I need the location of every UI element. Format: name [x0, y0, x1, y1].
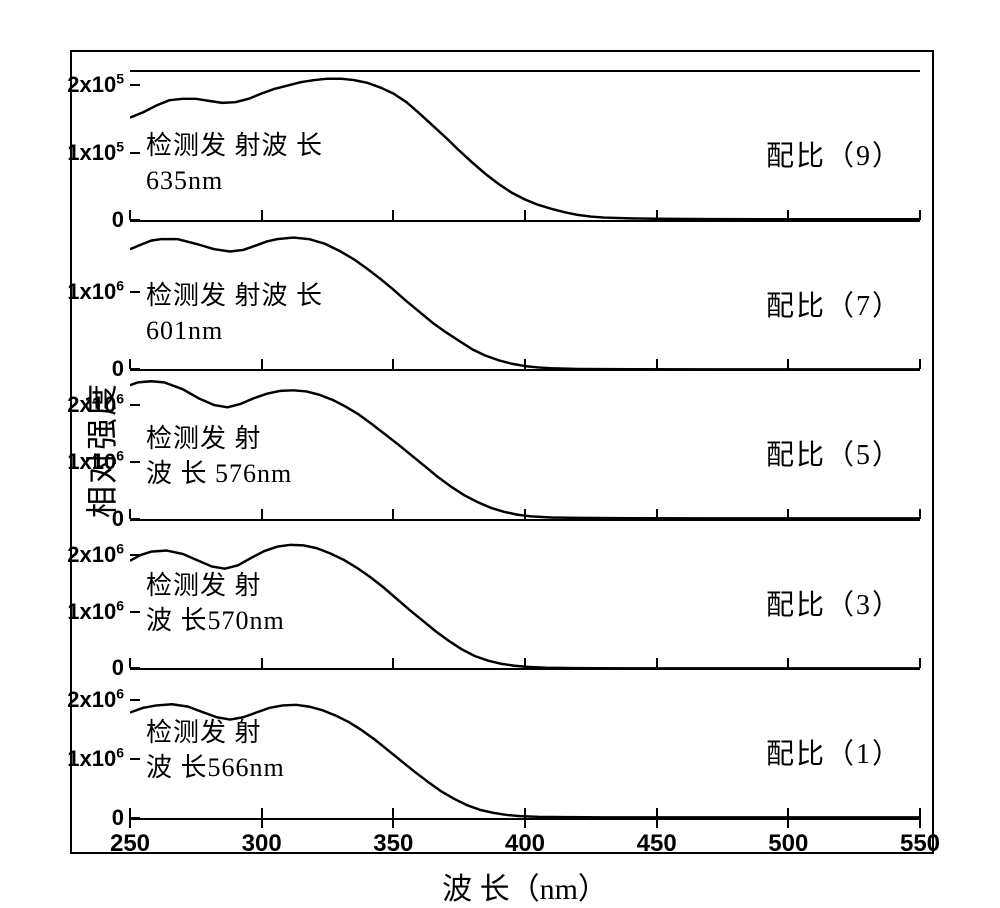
x-tick-label: 350: [373, 830, 413, 858]
y-tick-label: 1x106: [67, 599, 124, 625]
y-tick-label: 0: [112, 207, 124, 233]
x-axis-title: 波 长（nm）: [442, 864, 608, 908]
y-tick-label: 1x106: [67, 279, 124, 305]
chart-panel: 01x106检测发 射波 长 601nm配比（7）: [130, 222, 920, 372]
detection-wavelength-label: 检测发 射波 长 601nm: [146, 278, 323, 348]
chart-panel: 01x1062x106检测发 射 波 长 576nm配比（5）: [130, 371, 920, 521]
y-tick-label: 0: [112, 655, 124, 681]
y-tick-label: 0: [112, 805, 124, 831]
detection-wavelength-label: 检测发 射 波 长566nm: [146, 715, 285, 785]
y-tick-label: 0: [112, 356, 124, 382]
x-tick-label: 300: [242, 830, 282, 858]
ratio-label: 配比（1）: [766, 732, 902, 772]
chart-panel: 01x1062x106检测发 射 波 长570nm配比（3）: [130, 521, 920, 671]
detection-wavelength-label: 检测发 射波 长 635nm: [146, 128, 323, 198]
x-tick-label: 250: [110, 830, 150, 858]
panel-stack: 01x1052x105检测发 射波 长 635nm配比（9）01x106检测发 …: [130, 70, 920, 820]
x-tick-label: 400: [505, 830, 545, 858]
x-tick-label: 500: [768, 830, 808, 858]
x-tick-mark: [524, 818, 526, 828]
x-tick-mark: [129, 818, 131, 828]
y-tick-label: 2x105: [67, 72, 124, 98]
x-tick-label: 550: [900, 830, 940, 858]
y-tick-label: 2x106: [67, 542, 124, 568]
x-tick-mark: [787, 818, 789, 828]
y-tick-label: 2x106: [67, 687, 124, 713]
ratio-label: 配比（9）: [766, 134, 902, 174]
y-tick-label: 1x106: [67, 449, 124, 475]
y-tick-label: 1x105: [67, 140, 124, 166]
figure: 相对强度 01x1052x105检测发 射波 长 635nm配比（9）01x10…: [0, 0, 1000, 900]
ratio-label: 配比（3）: [766, 583, 902, 623]
chart-panel: 01x1062x106检测发 射 波 长566nm配比（1）: [130, 670, 920, 820]
y-tick-label: 2x106: [67, 392, 124, 418]
ratio-label: 配比（5）: [766, 433, 902, 473]
x-tick-mark: [392, 818, 394, 828]
detection-wavelength-label: 检测发 射 波 长570nm: [146, 568, 285, 638]
x-tick-mark: [919, 818, 921, 828]
x-tick-label: 450: [637, 830, 677, 858]
y-tick-label: 0: [112, 506, 124, 532]
x-tick-mark: [656, 818, 658, 828]
x-tick-mark: [261, 818, 263, 828]
detection-wavelength-label: 检测发 射 波 长 576nm: [146, 421, 292, 491]
y-tick-label: 1x106: [67, 746, 124, 772]
ratio-label: 配比（7）: [766, 284, 902, 324]
chart-panel: 01x1052x105检测发 射波 长 635nm配比（9）: [130, 70, 920, 222]
